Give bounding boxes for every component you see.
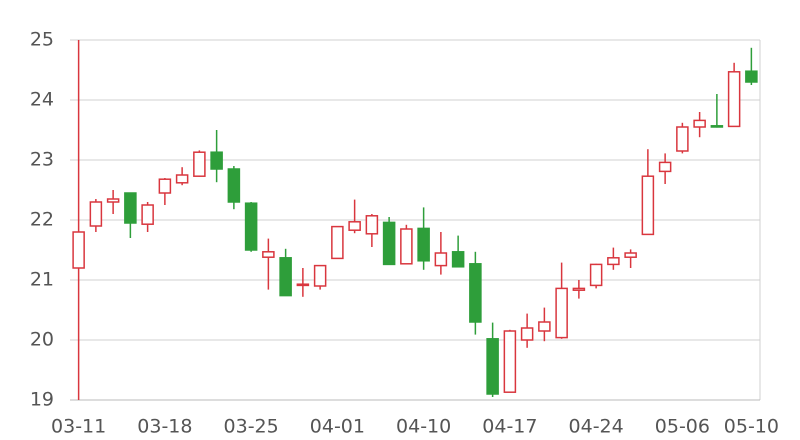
candle-body: [520, 327, 534, 341]
candle-body: [589, 263, 603, 287]
candle-body: [331, 225, 344, 260]
y-tick-label: 23: [30, 149, 54, 171]
candle-body: [72, 231, 85, 269]
candle-body: [365, 215, 379, 235]
candle-body: [658, 161, 672, 173]
candle-body: [141, 204, 154, 225]
candle-body: [296, 283, 310, 287]
x-tick-label: 04-17: [482, 416, 537, 438]
candle-body: [279, 257, 292, 297]
candle-body: [193, 151, 206, 177]
candle-body: [313, 264, 327, 287]
candle-body: [693, 119, 706, 128]
candle-body: [348, 221, 361, 231]
candle-body: [417, 227, 430, 262]
candle-body: [710, 125, 724, 128]
x-tick-label: 04-10: [396, 416, 451, 438]
x-tick-label: 03-18: [137, 416, 192, 438]
y-tick-label: 24: [30, 89, 54, 111]
candle-body: [624, 252, 637, 258]
candle-body: [106, 198, 120, 203]
y-tick-label: 25: [30, 29, 54, 51]
candle-body: [469, 263, 482, 323]
x-tick-label: 04-24: [569, 416, 624, 438]
candle-body: [451, 251, 465, 268]
candle-body: [641, 175, 655, 236]
candle-body: [227, 168, 241, 203]
candle-body: [175, 174, 189, 184]
candle-body: [244, 202, 258, 251]
candle-body: [607, 257, 620, 266]
y-tick-label: 21: [30, 269, 54, 291]
candle-body: [486, 338, 499, 395]
candle-body: [210, 151, 223, 170]
candle-body: [745, 70, 758, 83]
candle-body: [400, 228, 413, 265]
candle-body: [434, 252, 448, 267]
x-tick-label: 03-11: [51, 416, 106, 438]
candle-body: [503, 330, 517, 393]
candle-body: [727, 71, 741, 128]
x-tick-label: 05-10: [724, 416, 779, 438]
candle-body: [262, 251, 275, 258]
y-tick-label: 19: [30, 389, 54, 411]
x-tick-label: 05-06: [655, 416, 710, 438]
candle-body: [676, 126, 689, 152]
candle-body: [555, 287, 568, 339]
candle-body: [89, 201, 103, 227]
candle-body: [538, 321, 551, 332]
candle-body: [158, 178, 172, 194]
x-tick-label: 03-25: [224, 416, 279, 438]
candle-body: [572, 287, 586, 291]
y-tick-label: 20: [30, 329, 54, 351]
x-tick-label: 04-01: [310, 416, 365, 438]
candle-body: [382, 221, 396, 266]
candle-body: [124, 192, 137, 224]
y-tick-label: 22: [30, 209, 54, 231]
